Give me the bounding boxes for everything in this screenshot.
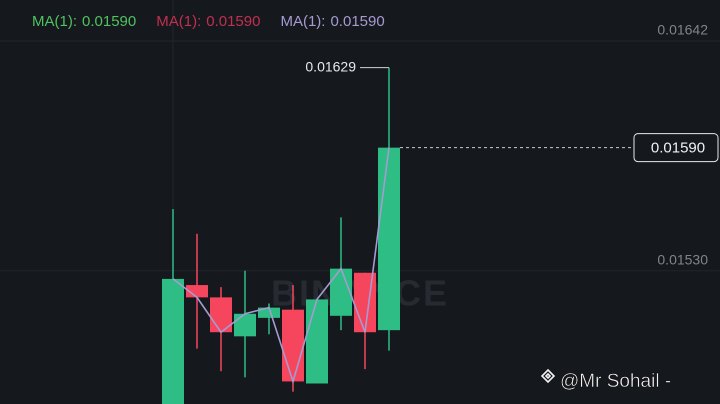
legend-name: MA(1): bbox=[32, 13, 77, 30]
legend-name: MA(1): bbox=[156, 13, 201, 30]
candle-body bbox=[162, 278, 184, 404]
candle-body bbox=[354, 272, 376, 333]
candle-body bbox=[186, 285, 208, 298]
attribution-text: @Mr Sohail - bbox=[560, 371, 671, 392]
y-tick-label: 0.01530 bbox=[657, 251, 708, 267]
attribution: @Mr Sohail - bbox=[540, 368, 671, 392]
candle-body bbox=[378, 147, 400, 331]
candle-body bbox=[258, 307, 280, 318]
candle-body bbox=[234, 313, 256, 337]
attribution-logo bbox=[540, 368, 556, 384]
legend-value: 0.01590 bbox=[330, 13, 384, 30]
legend-value: 0.01590 bbox=[206, 13, 260, 30]
candle-body bbox=[306, 299, 328, 384]
last-price-tag bbox=[633, 133, 719, 163]
legend-value: 0.01590 bbox=[82, 13, 136, 30]
ma-line bbox=[172, 147, 390, 385]
candle-body bbox=[330, 268, 352, 316]
high-label: 0.01629 bbox=[305, 58, 356, 74]
last-price-label: 0.01590 bbox=[651, 140, 705, 157]
candle-body bbox=[282, 309, 304, 382]
legend-name: MA(1): bbox=[280, 13, 325, 30]
y-tick-label: 0.01642 bbox=[657, 22, 708, 38]
